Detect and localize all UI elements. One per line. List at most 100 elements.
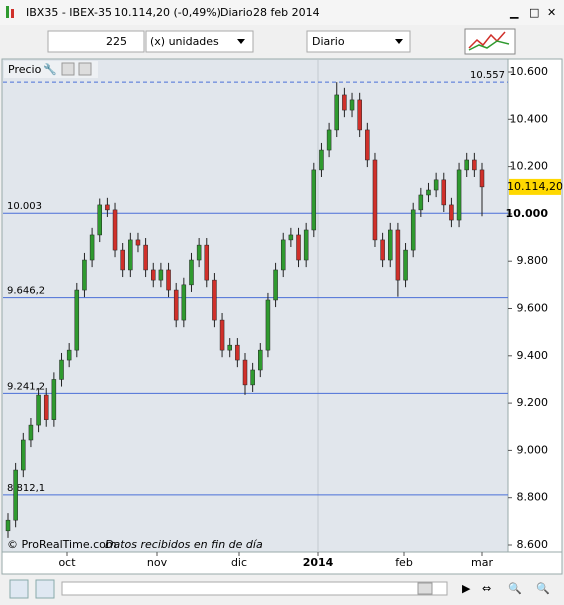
y-tick-label: 9.800 (517, 254, 549, 267)
candle-body (265, 299, 271, 351)
settings-icon[interactable]: 🔧 (43, 62, 57, 76)
level-label: 9.241,2 (7, 381, 45, 392)
candle-body (43, 394, 49, 420)
y-tick-label: 9.000 (517, 443, 549, 456)
plot-area (1, 58, 509, 553)
candle-body (319, 149, 324, 171)
candle-body (342, 94, 347, 111)
candle-body (204, 244, 210, 281)
candle-body (196, 244, 202, 261)
last-price-label: 10.114,20 (507, 180, 563, 193)
candle-body (28, 424, 34, 441)
candle-body (151, 269, 156, 281)
y-tick-label: 8.600 (517, 538, 549, 551)
candle-body (143, 244, 148, 271)
x-tick-label: 2014 (303, 556, 334, 569)
candle-body (5, 519, 11, 532)
candle-body (181, 284, 187, 321)
last-price-box (509, 178, 561, 195)
candle-body (334, 94, 339, 131)
candle-body (303, 229, 309, 261)
candle-body (357, 99, 362, 131)
timeframe-select[interactable] (306, 30, 411, 53)
tool-button[interactable] (35, 579, 55, 599)
x-tick-label: oct (58, 556, 76, 569)
date: 28 feb 2014 (253, 6, 320, 19)
close-button[interactable]: ✕ (547, 6, 556, 19)
candle-body (189, 259, 194, 286)
x-tick-label: nov (147, 556, 168, 569)
candle-body (380, 239, 385, 261)
y-tick-label: 10.600 (510, 65, 549, 78)
candle-body (418, 194, 424, 211)
indicator-icon (468, 40, 510, 51)
title-bar (0, 0, 564, 25)
minimize-button[interactable]: ▁ (509, 6, 519, 19)
panel-button[interactable] (61, 62, 75, 76)
level-label: 10.003 (7, 201, 42, 212)
app-icon (6, 6, 9, 18)
price: 10.114,20 (-0,49%) (114, 6, 221, 19)
candle-body (426, 189, 431, 196)
zoom-in[interactable]: 🔍 (536, 581, 550, 595)
candle-body (410, 209, 416, 251)
candle-body (166, 269, 171, 291)
units-value: 225 (106, 35, 127, 48)
candle-body (82, 259, 87, 291)
candle-body (273, 269, 278, 301)
candle-body (349, 99, 355, 111)
candle-body (128, 239, 133, 271)
candle-body (21, 439, 26, 471)
candle-body (449, 204, 454, 221)
candle-body (135, 239, 141, 246)
footer-note: Datos recibidos en fin de día (105, 538, 263, 551)
y-tick-label: 10.400 (510, 112, 549, 125)
tool-button[interactable] (9, 579, 29, 599)
candle-body (258, 349, 263, 371)
unit-type: (x) unidades (150, 35, 219, 48)
candle-body (219, 319, 225, 351)
candle-body (403, 249, 408, 281)
indicators-button[interactable] (464, 28, 516, 55)
candle-body (479, 169, 485, 188)
plot: 8.600 8.800 9.000 9.200 9.400 9.600 9.800 10.00… (3, 65, 563, 569)
zoom-out[interactable]: 🔍 (508, 581, 522, 595)
candle-body (250, 369, 255, 386)
candle-body (456, 169, 462, 221)
app-icon (11, 9, 14, 18)
y-tick-label: 9.400 (517, 349, 549, 362)
x-tick-label: feb (395, 556, 413, 569)
candle-body (105, 204, 110, 211)
candle-body (311, 169, 317, 231)
maximize-button[interactable]: □ (529, 6, 539, 19)
dropdown-arrow (237, 39, 245, 44)
candle-body (235, 344, 240, 361)
x-tick-label: dic (231, 556, 247, 569)
tool-button[interactable]: ▶ (462, 582, 471, 595)
candle-body (464, 159, 469, 171)
candle-body (472, 159, 477, 171)
candle-body (59, 359, 64, 380)
dropdown-arrow (395, 39, 403, 44)
unit-type-select[interactable] (145, 30, 254, 53)
candle-body (13, 469, 18, 521)
candle-body (36, 394, 41, 426)
candle-body (365, 129, 370, 161)
zoom-fit[interactable]: ⇔ (482, 582, 491, 595)
candle-body (242, 359, 248, 386)
candle-body (51, 379, 57, 420)
units-input[interactable] (47, 30, 145, 53)
panel-label: Precio (8, 63, 42, 76)
symbol: IBX35 - IBEX-35 (26, 6, 112, 19)
high-label: 10.557 (470, 70, 505, 81)
candle-body (433, 179, 439, 191)
indicator-icon (468, 31, 506, 49)
scrollbar[interactable] (61, 581, 448, 596)
candle-body (388, 229, 393, 261)
candle-body (66, 349, 72, 361)
scroll-thumb[interactable] (417, 582, 433, 595)
panel-button[interactable] (78, 62, 92, 76)
candle-body (326, 129, 332, 151)
